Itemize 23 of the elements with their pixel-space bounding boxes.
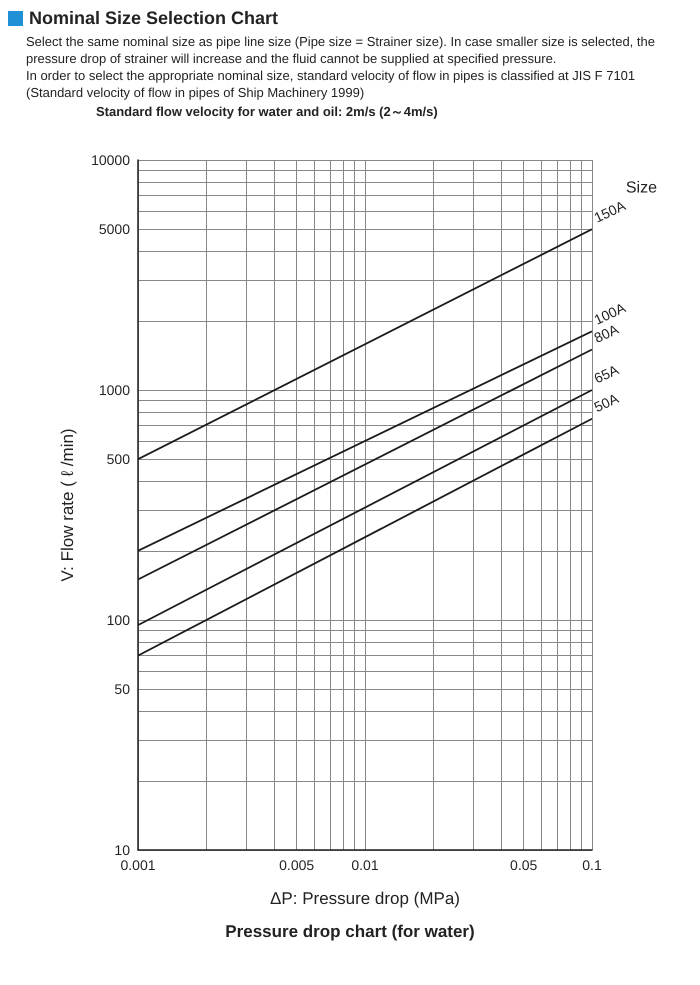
text: Select the same nominal size as pipe line size (Pipe size = Strainer size). In case smaller size is selected, the pressure drop of strainer will increase and the fluid cannot be supplied at specified pressure. [26, 33, 656, 67]
x-tick-label: 0.01 [351, 857, 379, 873]
text: 65A [592, 361, 622, 386]
x-tick-label: 0.05 [510, 857, 538, 873]
y-tick-label: 100 [106, 612, 130, 628]
text: 50A [592, 390, 622, 416]
y-tick-label: 10000 [91, 152, 130, 168]
text: Pressure drop chart (for water) [225, 922, 475, 941]
chart-subtitle: Standard flow velocity for water and oil: 2m/s (2～4m/s) [96, 103, 439, 120]
y-tick-label: 10 [114, 842, 130, 858]
y-tick-label: 1000 [98, 382, 130, 398]
y-tick-label: 500 [106, 451, 130, 468]
chart-title: Nominal Size Selection Chart [29, 8, 278, 29]
text: 150A [592, 197, 629, 226]
text: In order to select the appropriate nominal size, standard velocity of flow in pipes is classified at JIS F 7101 (Standard velocity of flow in pipes of Ship Machinery 1999) [26, 67, 636, 101]
x-tick-label: 0.005 [279, 857, 314, 873]
x-tick-label: 0.1 [582, 857, 602, 873]
y-axis-title: V: Flow rate ( ℓ /min) [58, 428, 77, 582]
y-tick-label: 5000 [98, 221, 130, 238]
x-tick-label: 0.001 [120, 857, 156, 873]
legend-title: Size [626, 180, 658, 196]
y-tick-label: 50 [114, 681, 130, 698]
x-axis-title: ΔP: Pressure drop (MPa) [270, 889, 460, 908]
